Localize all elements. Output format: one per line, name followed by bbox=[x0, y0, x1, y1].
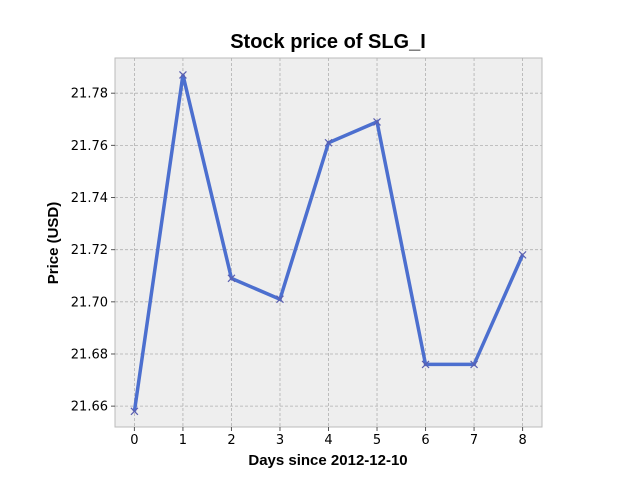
data-point-marker bbox=[470, 360, 478, 369]
y-tick-label: 21.72 bbox=[71, 243, 108, 258]
x-tick-label: 8 bbox=[518, 433, 526, 448]
y-axis-label: Price (USD) bbox=[45, 202, 62, 285]
x-tick-label: 6 bbox=[421, 433, 429, 448]
y-tick-label: 21.78 bbox=[71, 87, 108, 102]
data-point-marker bbox=[227, 274, 236, 283]
ticks: 0 1 2 3 4 5 6 7 8 21.66 21.68 21.70 21.72 21.74 21.76 2… bbox=[71, 87, 527, 448]
y-tick-label: 21.68 bbox=[71, 347, 108, 362]
y-tick-label: 21.74 bbox=[71, 191, 108, 206]
y-tick-label: 21.70 bbox=[71, 295, 108, 310]
x-tick-label: 3 bbox=[276, 433, 284, 448]
data-point-marker bbox=[518, 250, 527, 259]
data-point-marker bbox=[421, 360, 430, 369]
data-point-marker bbox=[130, 407, 139, 416]
x-tick-label: 2 bbox=[227, 433, 235, 448]
x-tick-label: 1 bbox=[179, 433, 187, 448]
x-axis-label: Days since 2012-12-10 bbox=[248, 452, 407, 469]
data-point-marker bbox=[373, 117, 381, 126]
grid-lines bbox=[115, 58, 542, 427]
chart-title: Stock price of SLG_I bbox=[230, 31, 426, 53]
data-point-marker bbox=[276, 295, 284, 304]
data-point-marker bbox=[179, 71, 187, 79]
x-tick-label: 4 bbox=[324, 433, 332, 448]
x-tick-label: 7 bbox=[470, 433, 478, 448]
y-tick-label: 21.76 bbox=[71, 139, 108, 154]
x-tick-label: 5 bbox=[373, 433, 381, 448]
series-group bbox=[130, 71, 527, 416]
x-tick-label: 0 bbox=[130, 433, 138, 448]
data-point-marker bbox=[324, 138, 333, 147]
y-tick-label: 21.66 bbox=[71, 400, 108, 415]
